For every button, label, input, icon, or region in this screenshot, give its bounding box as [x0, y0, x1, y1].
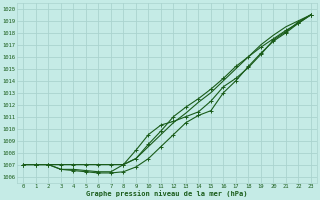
X-axis label: Graphe pression niveau de la mer (hPa): Graphe pression niveau de la mer (hPa): [86, 190, 248, 197]
